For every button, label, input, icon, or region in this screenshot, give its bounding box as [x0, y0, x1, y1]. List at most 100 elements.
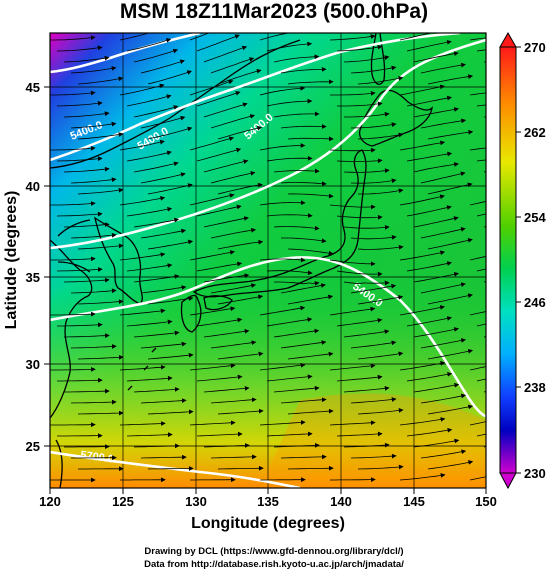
wind-streamline [217, 68, 262, 85]
wind-streamline [70, 399, 117, 405]
wind-streamline [413, 107, 459, 118]
wind-streamline [147, 296, 194, 305]
wind-streamline [413, 438, 460, 448]
wind-streamline [469, 421, 486, 426]
wind-streamline [266, 41, 313, 52]
wind-streamline [337, 101, 383, 107]
coastlines [50, 33, 433, 488]
wind-streamline [280, 340, 327, 349]
wind-streamline [77, 243, 124, 250]
wind-streamline [77, 354, 124, 360]
wind-streamline [357, 132, 404, 140]
y-tick-label: 35 [26, 270, 40, 285]
wind-streamline [189, 363, 236, 371]
wind-streamline [336, 44, 383, 52]
wind-streamline [217, 125, 263, 140]
x-axis: 120 125 130 135 140 145 150 Longitude (d… [39, 488, 497, 532]
wind-streamline [50, 201, 96, 206]
x-tick-label: 125 [112, 494, 134, 509]
wind-streamline [259, 257, 306, 263]
wind-streamline [399, 84, 445, 96]
wind-streamline [210, 57, 255, 74]
wind-streamline [119, 308, 166, 316]
wind-streamline [203, 159, 249, 173]
wind-streamline [77, 299, 124, 305]
wind-streamline [287, 294, 334, 305]
wind-streamline [287, 79, 334, 85]
wind-streamline [344, 111, 390, 118]
wind-streamline [399, 305, 445, 316]
wind-streamline [140, 285, 187, 294]
wind-streamline [210, 227, 256, 239]
wind-streamline [133, 105, 179, 118]
wind-streamline [133, 443, 180, 449]
wind-streamline [140, 341, 187, 349]
wind-streamline [196, 91, 241, 107]
wind-streamline [427, 74, 474, 85]
wind-streamline [266, 374, 313, 382]
wind-streamline [336, 374, 383, 382]
wind-streamline [427, 238, 473, 250]
wind-streamline [476, 433, 486, 437]
wind-streamline [413, 216, 459, 228]
wind-streamline [273, 442, 320, 448]
wind-streamline [420, 118, 467, 129]
wind-streamline [343, 168, 390, 174]
wind-streamline [217, 239, 264, 250]
wind-streamline [210, 283, 257, 294]
wind-streamline [329, 306, 376, 316]
wind-streamline [189, 79, 234, 96]
wind-streamline [343, 329, 390, 338]
wind-streamline [147, 352, 194, 360]
wind-streamline [133, 387, 180, 393]
wind-streamline [343, 55, 390, 63]
wind-streamline [350, 234, 397, 240]
wind-streamline [280, 124, 327, 129]
x-tick-label: 145 [403, 494, 425, 509]
y-tick-label: 25 [26, 439, 40, 454]
wind-streamline [189, 306, 236, 316]
wind-streamline [126, 206, 173, 217]
wind-streamline [399, 361, 446, 371]
wind-streamlines [50, 33, 486, 483]
wind-streamline [203, 45, 248, 63]
wind-streamline [357, 464, 404, 470]
wind-streamline [350, 122, 397, 129]
y-axis: 45 40 35 30 25 Latitude (degrees) [3, 80, 50, 454]
wind-streamline [287, 248, 334, 256]
wind-streamline [147, 70, 192, 85]
y-tick-label: 45 [26, 80, 40, 95]
wind-streamline [329, 259, 376, 267]
wind-streamline [287, 136, 334, 142]
wind-streamline [266, 213, 313, 218]
map-title: MSM 18Z11Mar2023 (500.0hPa) [119, 0, 429, 23]
wind-streamline [259, 200, 306, 206]
wind-streamline [50, 145, 96, 151]
wind-streamline [336, 318, 383, 327]
wind-streamline [287, 351, 334, 360]
wind-streamline [357, 351, 404, 360]
wind-streamline [189, 193, 235, 206]
wind-streamline [350, 178, 397, 184]
wind-streamline [399, 194, 445, 206]
wind-streamline [56, 100, 103, 107]
wind-streamline [126, 94, 172, 107]
colorbar-tick-label: 262 [524, 125, 546, 140]
wind-streamline [63, 111, 110, 118]
y-tick-label: 30 [26, 357, 40, 372]
graticule [50, 33, 486, 488]
wind-streamline [273, 385, 320, 393]
wind-streamline [399, 473, 446, 481]
wind-streamline [427, 404, 474, 415]
wind-streamline [56, 211, 103, 217]
wind-streamline [119, 139, 165, 151]
wind-streamline [476, 159, 486, 162]
wind-streamline [50, 90, 96, 96]
colorbar-upper-arrow [499, 31, 517, 48]
wind-streamline [196, 317, 243, 327]
wind-streamline [420, 171, 466, 184]
wind-streamline [210, 114, 255, 129]
wind-streamline [406, 371, 453, 382]
colorbar-tick-label: 238 [524, 380, 546, 395]
wind-streamline [469, 92, 486, 96]
